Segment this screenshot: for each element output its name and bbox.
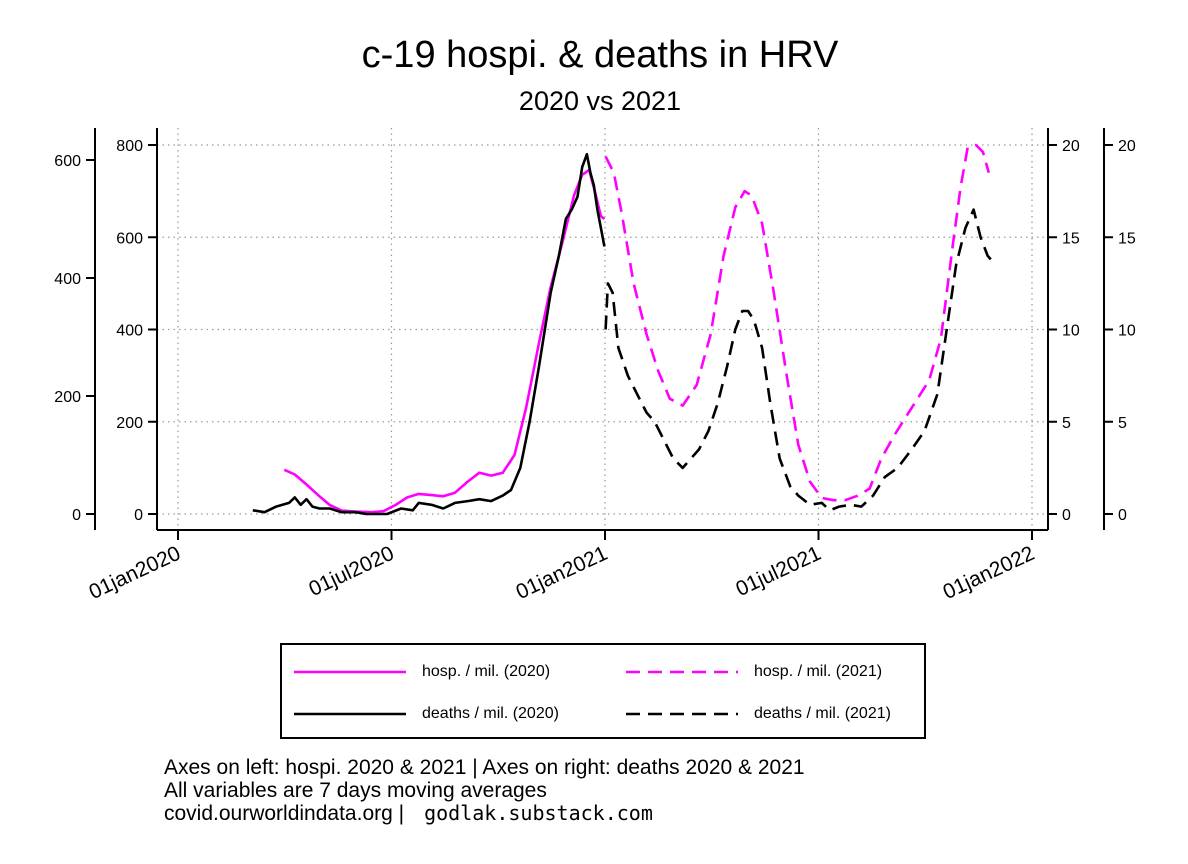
y-tick-label: 600 bbox=[54, 153, 81, 170]
y-tick-label: 10 bbox=[1062, 323, 1080, 340]
grid bbox=[157, 128, 1048, 530]
legend-line-hosp-2020 bbox=[294, 670, 406, 674]
legend: hosp. / mil. (2020) hosp. / mil. (2021) … bbox=[280, 643, 926, 739]
footnotes: Axes on left: hospi. 2020 & 2021 | Axes … bbox=[164, 756, 805, 825]
y-tick-label: 400 bbox=[54, 271, 81, 288]
y-tick-label: 5 bbox=[1118, 415, 1127, 432]
y-tick-label: 0 bbox=[1062, 507, 1071, 524]
note-source-line: covid.ourworldindata.org | godlak.substac… bbox=[164, 801, 805, 826]
legend-item-deaths-2021: deaths / mil. (2021) bbox=[626, 705, 891, 723]
y-tick-label: 800 bbox=[116, 138, 143, 155]
legend-item-deaths-2020: deaths / mil. (2020) bbox=[294, 705, 559, 723]
legend-label-hosp-2021: hosp. / mil. (2021) bbox=[754, 663, 883, 680]
y-tick-label: 200 bbox=[116, 415, 143, 432]
y-tick-label: 20 bbox=[1062, 138, 1080, 155]
legend-label-deaths-2021: deaths / mil. (2021) bbox=[754, 705, 891, 722]
x-tick-label: 01jul2020 bbox=[305, 542, 397, 601]
legend-line-deaths-2020 bbox=[294, 712, 406, 716]
y-tick-label: 5 bbox=[1062, 415, 1071, 432]
series-line-0 bbox=[283, 168, 606, 514]
y-tick-label: 20 bbox=[1118, 138, 1136, 155]
legend-line-deaths-2021 bbox=[626, 712, 738, 716]
y-tick-label: 0 bbox=[1118, 507, 1127, 524]
y-tick-label: 15 bbox=[1118, 230, 1136, 247]
legend-line-hosp-2021 bbox=[626, 670, 738, 674]
y-tick-label: 0 bbox=[134, 507, 143, 524]
y-tick-label: 15 bbox=[1062, 230, 1080, 247]
x-tick-label: 01jan2022 bbox=[939, 542, 1038, 604]
chart-subtitle: 2020 vs 2021 bbox=[518, 86, 682, 116]
y-tick-label: 400 bbox=[116, 323, 143, 340]
y-tick-label: 10 bbox=[1118, 323, 1136, 340]
y-tick-label: 0 bbox=[72, 507, 81, 524]
x-tick-label: 01jan2021 bbox=[512, 542, 611, 604]
chart-title: c-19 hospi. & deaths in HRV bbox=[361, 34, 839, 76]
legend-label-hosp-2020: hosp. / mil. (2020) bbox=[422, 663, 551, 680]
note-moving-average: All variables are 7 days moving averages bbox=[164, 779, 547, 802]
series-line-1 bbox=[252, 152, 606, 516]
legend-label-deaths-2020: deaths / mil. (2020) bbox=[422, 705, 559, 722]
x-tick-label: 01jan2020 bbox=[85, 542, 184, 604]
legend-item-hosp-2020: hosp. / mil. (2020) bbox=[294, 663, 550, 681]
x-tick-label: 01jul2021 bbox=[732, 542, 824, 601]
y-tick-label: 200 bbox=[54, 389, 81, 406]
note-author: godlak.substack.com bbox=[424, 801, 653, 825]
series-line-3 bbox=[604, 208, 994, 512]
series-lines bbox=[252, 143, 994, 516]
series-line-2 bbox=[604, 143, 991, 502]
legend-item-hosp-2021: hosp. / mil. (2021) bbox=[626, 663, 882, 681]
note-source: covid.ourworldindata.org | bbox=[164, 802, 405, 825]
note-axes: Axes on left: hospi. 2020 & 2021 | Axes … bbox=[164, 756, 805, 779]
chart-plot: 01jan2020 01jul2020 01jan2021 01jul2021 01ja… bbox=[54, 128, 1136, 604]
y-tick-label: 600 bbox=[116, 230, 143, 247]
